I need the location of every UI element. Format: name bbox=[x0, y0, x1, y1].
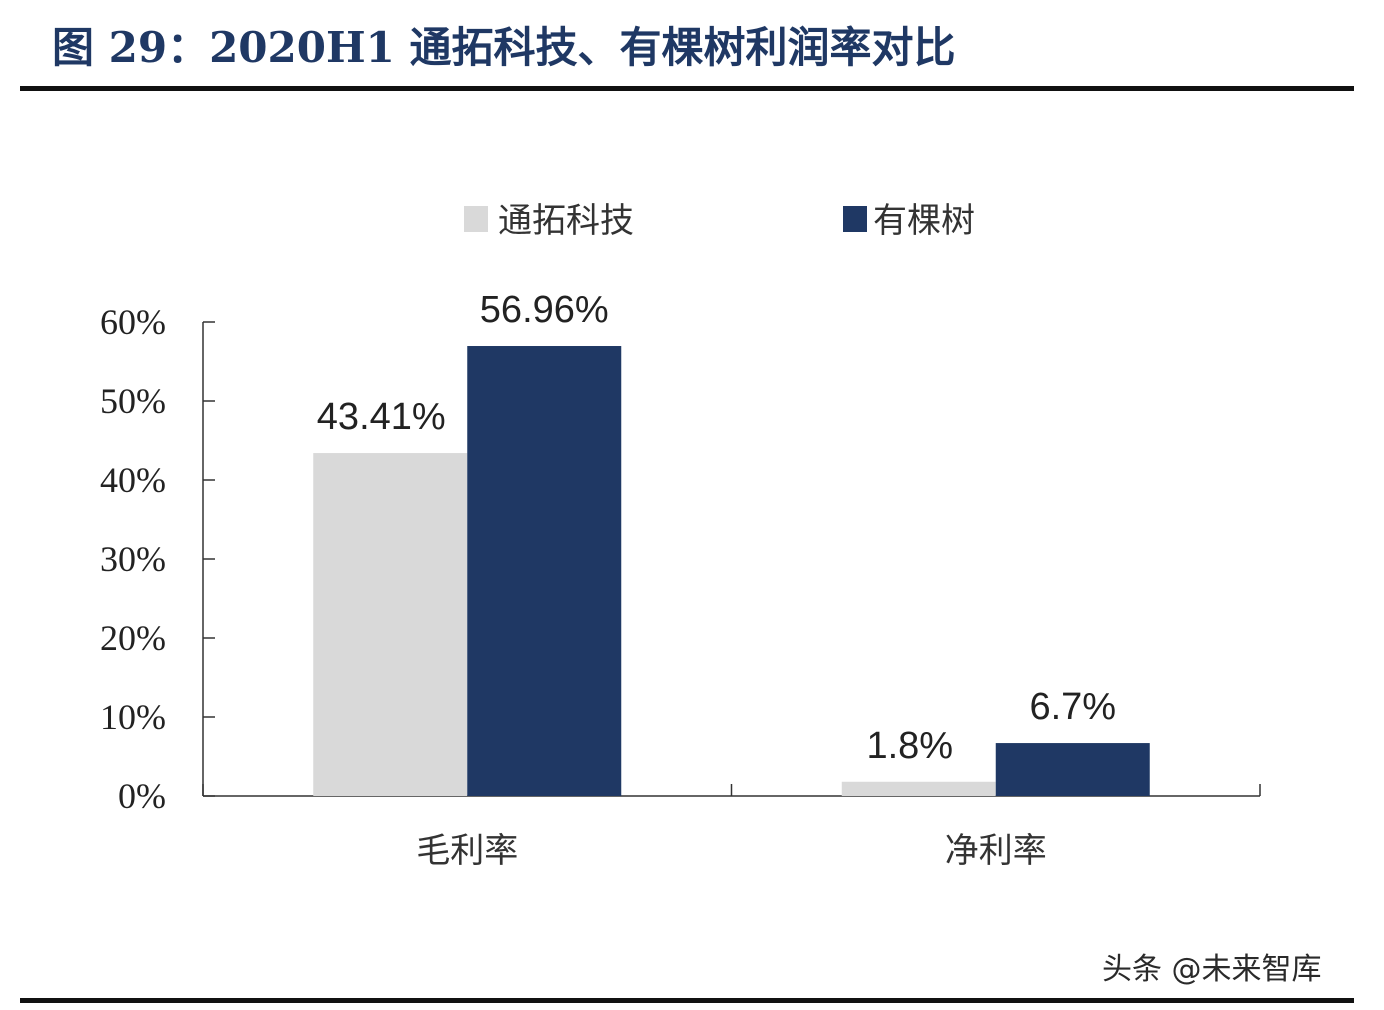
y-tick-label: 0% bbox=[118, 776, 166, 816]
legend-label: 有棵树 bbox=[873, 201, 975, 241]
bottom-rule bbox=[20, 998, 1354, 1003]
data-label: 1.8% bbox=[866, 725, 953, 767]
bar-series-2 bbox=[467, 346, 622, 796]
y-tick-label: 20% bbox=[100, 618, 166, 658]
watermark: 头条 @未来智库 bbox=[1102, 952, 1322, 987]
data-label: 6.7% bbox=[1029, 686, 1116, 728]
y-tick-label: 50% bbox=[100, 381, 166, 421]
x-category-label: 毛利率 bbox=[416, 831, 518, 871]
chart-title: 图 29：2020H1 通拓科技、有棵树利润率对比 bbox=[52, 23, 956, 72]
y-tick-label: 60% bbox=[100, 302, 166, 342]
legend-label: 通拓科技 bbox=[498, 201, 634, 241]
y-tick-label: 30% bbox=[100, 539, 166, 579]
legend-swatch bbox=[843, 206, 867, 232]
data-label: 56.96% bbox=[480, 289, 609, 331]
y-tick-label: 40% bbox=[100, 460, 166, 500]
x-category-label: 净利率 bbox=[945, 831, 1047, 871]
y-tick-label: 10% bbox=[100, 697, 166, 737]
legend-swatch bbox=[464, 206, 488, 232]
bar-series-2 bbox=[995, 743, 1150, 796]
bar-series-1 bbox=[313, 453, 468, 796]
top-rule bbox=[20, 86, 1354, 91]
data-label: 43.41% bbox=[317, 396, 446, 438]
bar-series-1 bbox=[841, 781, 996, 796]
